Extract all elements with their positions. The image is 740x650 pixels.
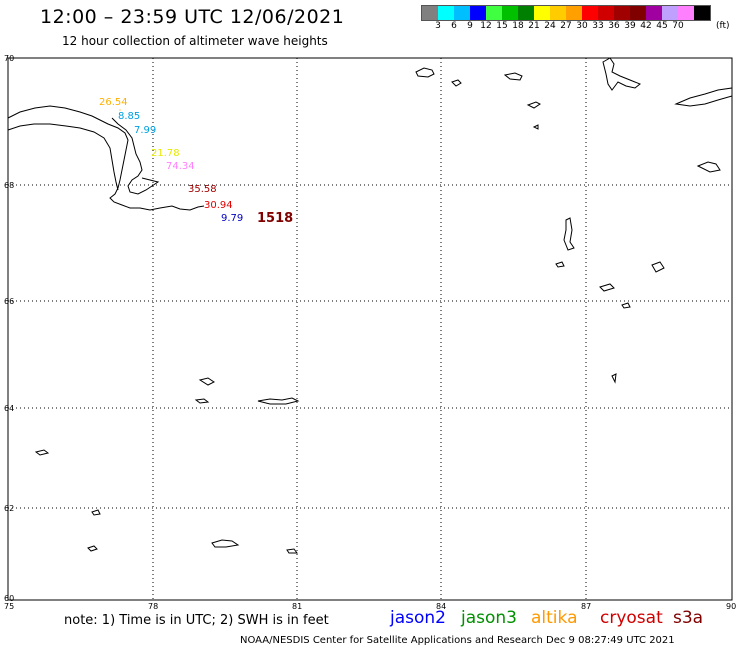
color-scale-label: 6 [451, 21, 457, 31]
island-12 [599, 283, 615, 292]
color-scale-label: 33 [592, 21, 604, 31]
lat-label-64: 64 [4, 404, 15, 413]
wave-height-label: 74.34 [166, 161, 195, 172]
island-8 [696, 161, 721, 173]
color-scale-label: 45 [656, 21, 668, 31]
legend-jason2: jason2 [390, 608, 446, 628]
wave-height-label: 35.58 [188, 184, 217, 195]
color-scale-labels: 3 6 9 12 15 18 21 24 27 30 33 36 39 42 45 70 [421, 21, 740, 33]
color-swatch [502, 6, 518, 20]
legend-altika: altika [531, 608, 578, 628]
island-1 [415, 67, 435, 78]
pass-time-label: 1518 [257, 211, 294, 226]
island-2 [451, 79, 462, 87]
island-7 [674, 87, 733, 107]
color-scale-label: 9 [467, 21, 473, 31]
map-frame [7, 57, 733, 601]
wave-height-label: 8.85 [118, 111, 141, 122]
color-swatch [534, 6, 550, 20]
color-scale-label: 21 [528, 21, 540, 31]
lon-label-78: 78 [148, 602, 159, 611]
color-swatch [598, 6, 614, 20]
color-swatch [454, 6, 470, 20]
island-9 [563, 217, 575, 251]
wave-height-label: 30.94 [204, 200, 233, 211]
credit-line: NOAA/NESDIS Center for Satellite Applica… [240, 635, 675, 646]
map-grid [8, 58, 732, 600]
island-11 [651, 261, 665, 273]
legend-s3a: s3a [673, 608, 704, 628]
island-5 [532, 124, 539, 130]
island-22 [286, 548, 298, 554]
footer-note: note: 1) Time is in UTC; 2) SWH is in fe… [64, 613, 329, 628]
legend-cryosat: cryosat [600, 608, 663, 628]
coastline-peninsula [111, 117, 160, 195]
wave-height-label: 26.54 [99, 97, 128, 108]
lon-label-81: 81 [292, 602, 303, 611]
color-swatch [678, 6, 694, 20]
map-subtitle: 12 hour collection of altimeter wave hei… [62, 34, 328, 48]
color-scale-label: 36 [608, 21, 620, 31]
color-swatch [566, 6, 582, 20]
island-3 [503, 72, 523, 81]
island-17 [257, 397, 300, 405]
island-4 [526, 101, 541, 109]
lat-label-66: 66 [4, 297, 15, 306]
island-18 [34, 449, 50, 456]
color-swatch [518, 6, 534, 20]
wave-height-label: 21.78 [151, 148, 180, 159]
lon-label-75: 75 [4, 602, 15, 611]
lat-label-70: 70 [4, 54, 15, 63]
color-scale-label: 3 [435, 21, 441, 31]
color-scale-label: 42 [640, 21, 652, 31]
island-15 [198, 377, 215, 386]
wave-height-label: 9.79 [221, 213, 244, 224]
color-scale-label: 30 [576, 21, 588, 31]
lon-label-87: 87 [581, 602, 592, 611]
color-scale-label: 39 [624, 21, 636, 31]
color-swatch [470, 6, 486, 20]
color-scale-label: 70 [672, 21, 684, 31]
color-swatch [646, 6, 662, 20]
island-21 [211, 539, 240, 548]
color-scale-label: 15 [496, 21, 508, 31]
satellite-track-points [119, 109, 121, 111]
color-swatch [438, 6, 454, 20]
lon-label-84: 84 [436, 602, 447, 611]
color-swatch [582, 6, 598, 20]
island-14 [611, 373, 617, 384]
island-10 [555, 261, 565, 268]
island-6 [602, 57, 641, 91]
wave-height-label: 7.99 [134, 125, 157, 136]
lat-label-60: 60 [4, 594, 15, 603]
color-scale-label: 27 [560, 21, 572, 31]
coastline-mainland [7, 105, 205, 211]
color-scale-bar [421, 5, 711, 21]
lat-label-62: 62 [4, 504, 15, 513]
color-swatch [694, 6, 710, 20]
color-scale-unit: (ft) [716, 21, 730, 31]
island-16 [194, 398, 210, 404]
color-swatch [486, 6, 502, 20]
island-20 [87, 545, 98, 552]
color-swatch [550, 6, 566, 20]
lon-label-90: 90 [726, 602, 737, 611]
color-scale-label: 18 [512, 21, 524, 31]
lat-label-68: 68 [4, 181, 15, 190]
color-scale-label: 24 [544, 21, 556, 31]
color-swatch [422, 6, 438, 20]
island-19 [91, 509, 101, 516]
color-swatch [614, 6, 630, 20]
color-scale-label: 12 [480, 21, 492, 31]
legend-jason3: jason3 [461, 608, 517, 628]
island-13 [621, 302, 631, 309]
color-swatch [662, 6, 678, 20]
coastlines [7, 57, 733, 554]
color-swatch [630, 6, 646, 20]
map-title: 12:00 – 23:59 UTC 12/06/2021 [40, 6, 345, 28]
